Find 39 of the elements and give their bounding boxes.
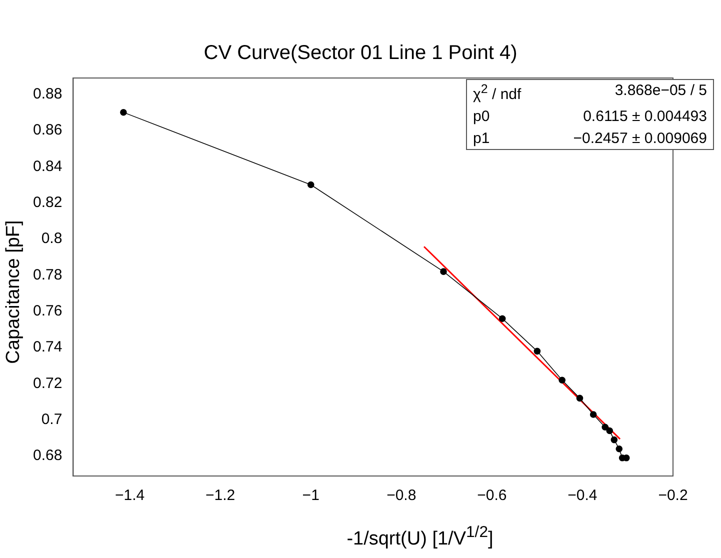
y-tick-label: 0.88 [32,85,62,102]
annotation: p0 [473,108,491,125]
x-tick-label: −1.2 [206,487,236,504]
y-tick-label: 0.68 [32,447,62,464]
point [307,181,314,188]
x-tick-label: −0.4 [568,487,598,504]
y-tick-label: 0.84 [32,158,62,175]
annotation: p1 [473,130,491,147]
point [602,424,608,431]
x-axis-title: -1/sqrt(U) [1/V$^{1/2}$] [346,524,494,550]
point [616,445,623,452]
y-tick-label: 0.86 [32,122,62,139]
y-tick-label: 0.72 [32,374,62,392]
point [120,108,127,116]
annotation: 0.6115 ± 0.004493 [582,108,707,125]
annotation: 3.868e−05 / 5 [614,82,707,101]
x-tick-label: −0.6 [477,487,507,504]
point [576,394,584,402]
x-tick-label: −1 [302,487,320,504]
point [534,348,541,355]
point [498,315,506,322]
chart-title: CV Curve(Sector 01 Line 1 Point 4) [202,42,518,65]
y-axis-title: Capacitance [pF] [2,220,25,364]
y-tick-label: 0.7 [41,411,62,428]
annotation: χ$^{2}$ / ndf [473,82,522,103]
x-tick-label: −1.4 [114,487,145,504]
y-tick-label: 0.8 [41,230,62,248]
point [558,376,566,384]
annotation: −0.2457 ± 0.009069 [572,130,707,147]
y-tick-label: 0.78 [32,266,62,284]
x-tick-label: −0.2 [658,487,688,504]
point [606,427,614,434]
y-tick-label: 0.74 [32,338,62,356]
point [590,411,597,418]
point [440,268,447,275]
point [610,436,618,444]
y-tick-label: 0.76 [32,302,62,320]
y-tick-label: 0.82 [32,194,62,211]
x-tick-label: −0.8 [386,487,416,504]
